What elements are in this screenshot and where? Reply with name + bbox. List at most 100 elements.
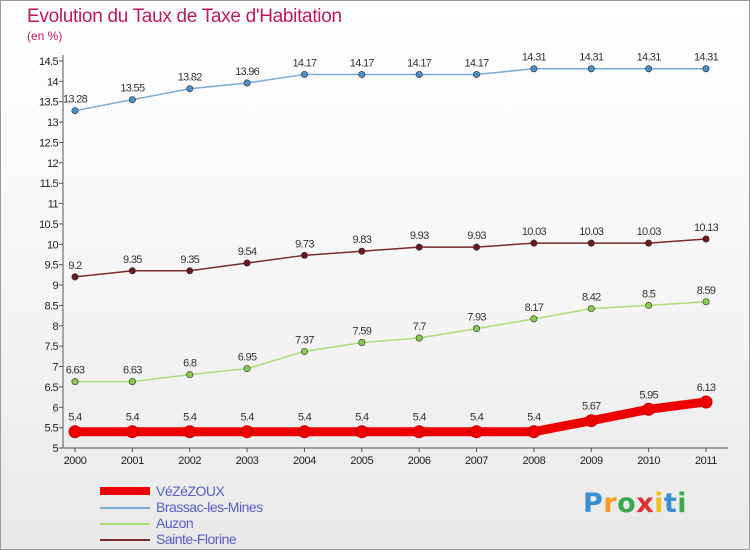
data-point	[128, 378, 136, 386]
data-label: 13.55	[120, 83, 145, 95]
x-tick-label: 2004	[293, 455, 316, 467]
data-label: 8.5	[642, 288, 656, 300]
y-tick-label: 14.5	[39, 56, 58, 68]
data-point	[358, 70, 366, 78]
data-label: 13.28	[63, 94, 88, 106]
data-label: 5.4	[355, 412, 369, 424]
data-point	[125, 425, 139, 439]
y-tick-label: 9	[52, 280, 58, 292]
data-label: 13.96	[235, 66, 260, 78]
y-tick-label: 6	[52, 402, 58, 414]
x-tick-label: 2006	[408, 455, 431, 467]
data-label: 5.67	[582, 401, 601, 413]
data-label: 9.2	[68, 260, 82, 272]
x-tick-label: 2003	[236, 455, 259, 467]
data-point	[530, 315, 538, 323]
data-label: 6.95	[238, 352, 257, 364]
data-point	[584, 414, 598, 428]
y-tick-label: 9.5	[45, 260, 59, 272]
data-point	[587, 305, 595, 313]
y-tick-label: 14	[47, 76, 59, 88]
chart-title: Evolution du Taux de Taxe d'Habitation	[27, 6, 342, 27]
y-tick-label: 5.5	[45, 423, 59, 435]
data-point	[415, 70, 423, 78]
data-label: 7.59	[353, 325, 372, 337]
x-tick-label: 2001	[121, 455, 144, 467]
data-label: 14.17	[350, 57, 375, 69]
data-label: 9.54	[238, 246, 257, 258]
data-point	[699, 395, 713, 409]
data-point	[186, 371, 194, 379]
data-point	[300, 70, 308, 78]
data-label: 5.4	[527, 412, 541, 424]
legend-swatch	[100, 523, 150, 525]
data-point	[186, 267, 194, 275]
data-point	[587, 239, 595, 247]
data-label: 14.31	[522, 52, 547, 64]
y-tick-label: 12	[47, 158, 59, 170]
data-point	[415, 243, 423, 251]
series-line-2	[75, 301, 707, 383]
logo-letter: t	[663, 488, 678, 519]
logo-letter: i	[654, 488, 664, 519]
legend-label: VéZéZOUX	[156, 483, 225, 499]
data-label: 9.35	[180, 254, 199, 266]
data-label: 6.63	[123, 365, 142, 377]
data-label: 7.37	[295, 334, 314, 346]
data-label: 9.83	[353, 234, 372, 246]
legend-swatch	[100, 539, 150, 541]
data-label: 5.4	[68, 412, 82, 424]
data-point	[358, 247, 366, 255]
data-point	[587, 65, 595, 73]
data-point	[702, 298, 710, 306]
data-point	[71, 273, 79, 281]
y-tick-label: 12.5	[39, 137, 58, 149]
series-line-1	[74, 67, 706, 112]
data-label: 14.31	[637, 52, 662, 64]
data-point	[243, 365, 251, 373]
data-point	[297, 425, 311, 439]
data-label: 14.17	[292, 57, 317, 69]
data-point	[355, 425, 369, 439]
series-line-0	[70, 397, 711, 437]
data-label: 8.17	[525, 302, 544, 314]
x-tick-label: 2011	[695, 455, 717, 467]
data-label: 14.31	[694, 52, 719, 64]
data-label: 6.63	[66, 365, 85, 377]
data-point	[527, 425, 541, 439]
data-label: 13.82	[178, 72, 203, 84]
y-tick-label: 6.5	[45, 382, 59, 394]
series-line-3	[74, 238, 707, 278]
data-label: 10.03	[522, 226, 547, 238]
y-tick-label: 7	[52, 362, 58, 374]
x-tick-label: 2002	[178, 455, 201, 467]
data-label: 10.03	[579, 226, 604, 238]
data-point	[71, 378, 79, 386]
data-label: 5.4	[126, 412, 140, 424]
data-point	[412, 425, 426, 439]
data-point	[300, 347, 308, 355]
data-label: 8.59	[697, 285, 716, 297]
data-point	[645, 239, 653, 247]
data-point	[530, 65, 538, 73]
data-label: 14.17	[407, 57, 432, 69]
y-tick-label: 11	[48, 199, 59, 211]
data-label: 6.13	[697, 382, 716, 394]
y-tick-label: 10.5	[39, 219, 58, 231]
data-label: 7.7	[413, 321, 427, 333]
data-point	[128, 267, 136, 275]
data-label: 5.4	[413, 412, 427, 424]
data-point	[415, 334, 423, 342]
logo-letter: o	[617, 488, 637, 519]
data-label: 14.31	[579, 52, 604, 64]
data-point	[243, 79, 251, 87]
x-tick-label: 2007	[465, 455, 488, 467]
data-label: 9.73	[295, 238, 314, 250]
data-point	[128, 96, 136, 104]
x-tick-label: 2005	[350, 455, 373, 467]
y-tick-label: 7.5	[45, 341, 59, 353]
data-label: 6.8	[183, 358, 197, 370]
logo-letter: P	[583, 488, 604, 519]
data-label: 7.93	[467, 312, 486, 324]
